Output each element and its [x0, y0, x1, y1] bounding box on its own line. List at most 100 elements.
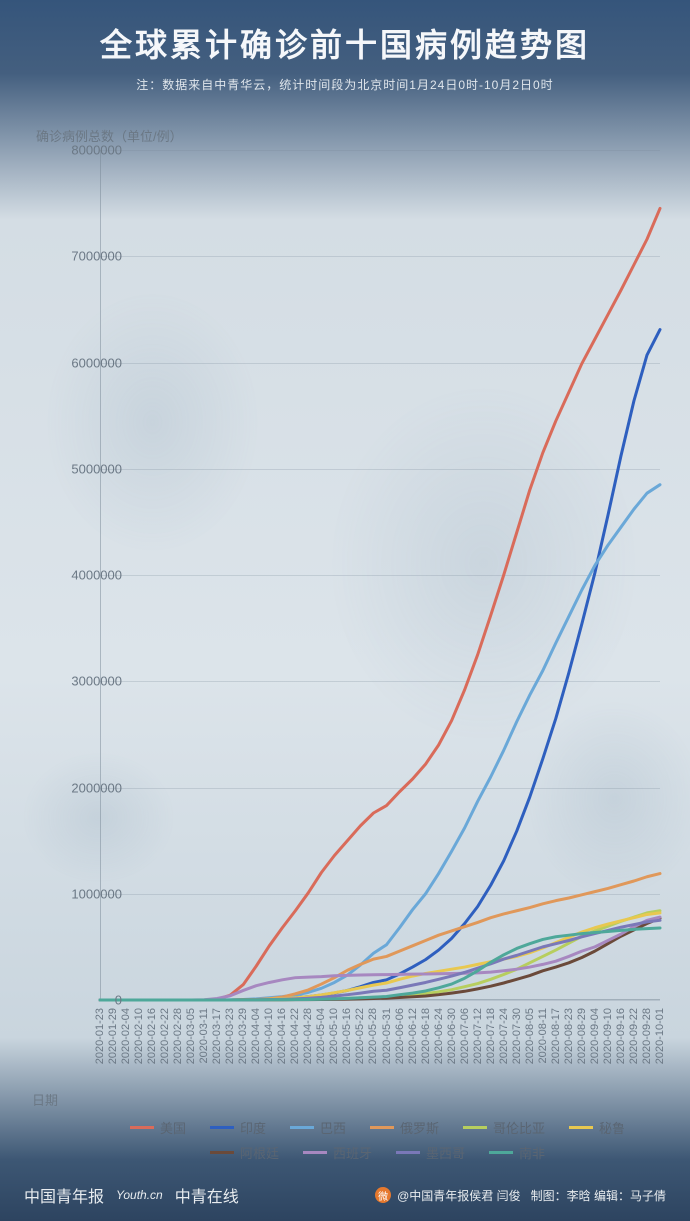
- x-tick-label: 2020-08-17: [550, 1008, 562, 1064]
- x-tick-label: 2020-07-06: [459, 1008, 471, 1064]
- x-tick-label: 2020-02-22: [159, 1008, 171, 1064]
- credit-handle: @中国青年报侯君 闫俊: [397, 1187, 521, 1204]
- x-tick-label: 2020-06-30: [446, 1008, 458, 1064]
- x-tick-label: 2020-05-16: [341, 1008, 353, 1064]
- credit-rest: 制图：李晗 编辑：马子倩: [531, 1187, 666, 1204]
- x-tick-label: 2020-06-18: [420, 1008, 432, 1064]
- x-tick-label: 2020-03-17: [211, 1008, 223, 1064]
- x-tick-label: 2020-03-23: [224, 1008, 236, 1064]
- x-tick-label: 2020-04-16: [276, 1008, 288, 1064]
- logo-youth: Youth.cn: [116, 1188, 163, 1202]
- x-tick-label: 2020-05-31: [381, 1008, 393, 1064]
- legend-label: 南非: [519, 1143, 545, 1162]
- y-tick-label: 7000000: [42, 249, 122, 264]
- x-tick-label: 2020-09-16: [615, 1008, 627, 1064]
- legend-item: 南非: [489, 1143, 545, 1162]
- legend-item: 墨西哥: [396, 1143, 465, 1162]
- legend-swatch: [396, 1151, 420, 1154]
- legend-label: 墨西哥: [426, 1143, 465, 1162]
- x-tick-label: 2020-05-22: [354, 1008, 366, 1064]
- legend-swatch: [210, 1126, 234, 1129]
- y-tick-label: 3000000: [42, 674, 122, 689]
- legend-label: 巴西: [320, 1118, 346, 1137]
- x-tick-label: 2020-06-06: [394, 1008, 406, 1064]
- legend-swatch: [569, 1126, 593, 1129]
- weibo-icon: 微: [375, 1187, 391, 1203]
- x-tick-label: 2020-08-05: [524, 1008, 536, 1064]
- legend-label: 美国: [160, 1118, 186, 1137]
- legend-swatch: [130, 1126, 154, 1129]
- footer: 中国青年报 Youth.cn 中青在线 微 @中国青年报侯君 闫俊 制图：李晗 …: [0, 1183, 690, 1207]
- x-tick-label: 2020-09-22: [628, 1008, 640, 1064]
- x-tick-label: 2020-02-10: [133, 1008, 145, 1064]
- x-tick-label: 2020-07-24: [498, 1008, 510, 1064]
- footer-logos: 中国青年报 Youth.cn 中青在线: [24, 1183, 239, 1207]
- legend-item: 美国: [130, 1118, 186, 1137]
- x-tick-label: 2020-10-01: [654, 1008, 666, 1064]
- header: 全球累计确诊前十国病例趋势图 注：数据来自中青华云，统计时间段为北京时间1月24…: [0, 20, 690, 93]
- x-tick-label: 2020-09-04: [589, 1008, 601, 1064]
- x-tick-label: 2020-05-28: [367, 1008, 379, 1064]
- x-axis-label: 日期: [32, 1090, 58, 1109]
- x-tick-label: 2020-01-23: [94, 1008, 106, 1064]
- x-tick-label: 2020-08-29: [576, 1008, 588, 1064]
- x-tick-label: 2020-03-11: [198, 1008, 210, 1063]
- x-tick-label: 2020-02-16: [146, 1008, 158, 1064]
- legend-swatch: [210, 1151, 234, 1154]
- x-tick-label: 2020-02-04: [120, 1008, 132, 1064]
- x-tick-label: 2020-08-11: [537, 1008, 549, 1063]
- x-tick-label: 2020-09-10: [602, 1008, 614, 1064]
- x-tick-label: 2020-05-10: [328, 1008, 340, 1064]
- x-tick-label: 2020-09-28: [641, 1008, 653, 1064]
- legend-swatch: [463, 1126, 487, 1129]
- legend-item: 阿根廷: [210, 1143, 279, 1162]
- legend-label: 西班牙: [333, 1143, 372, 1162]
- y-tick-label: 6000000: [42, 355, 122, 370]
- series-line: [100, 330, 660, 1000]
- legend-swatch: [290, 1126, 314, 1129]
- y-tick-label: 1000000: [42, 886, 122, 901]
- legend-label: 秘鲁: [599, 1118, 625, 1137]
- legend: 美国 印度 巴西 俄罗斯 哥伦比亚 秘鲁阿根廷 西班牙 墨西哥 南非: [95, 1118, 660, 1162]
- x-tick-label: 2020-04-28: [302, 1008, 314, 1064]
- legend-item: 秘鲁: [569, 1118, 625, 1137]
- legend-swatch: [370, 1126, 394, 1129]
- legend-label: 阿根廷: [240, 1143, 279, 1162]
- legend-label: 俄罗斯: [400, 1118, 439, 1137]
- series-line: [100, 911, 660, 1000]
- chart-title: 全球累计确诊前十国病例趋势图: [0, 20, 690, 66]
- legend-item: 印度: [210, 1118, 266, 1137]
- x-tick-label: 2020-03-05: [185, 1008, 197, 1064]
- y-tick-label: 5000000: [42, 461, 122, 476]
- series-line: [100, 485, 660, 1000]
- x-tick-label: 2020-03-29: [237, 1008, 249, 1064]
- x-tick-label: 2020-02-28: [172, 1008, 184, 1064]
- chart-lines: [100, 150, 660, 1000]
- logo-zhongqing: 中青在线: [175, 1183, 239, 1207]
- x-tick-label: 2020-04-10: [263, 1008, 275, 1064]
- x-tick-label: 2020-04-04: [250, 1008, 262, 1064]
- x-tick-label: 2020-05-04: [315, 1008, 327, 1064]
- footer-credits: 微 @中国青年报侯君 闫俊 制图：李晗 编辑：马子倩: [375, 1187, 666, 1204]
- x-tick-label: 2020-07-12: [472, 1008, 484, 1064]
- x-tick-label: 2020-07-30: [511, 1008, 523, 1064]
- legend-item: 西班牙: [303, 1143, 372, 1162]
- legend-item: 俄罗斯: [370, 1118, 439, 1137]
- legend-swatch: [489, 1151, 513, 1154]
- x-tick-label: 2020-08-23: [563, 1008, 575, 1064]
- legend-item: 哥伦比亚: [463, 1118, 545, 1137]
- x-tick-label: 2020-04-22: [289, 1008, 301, 1064]
- x-tick-label: 2020-06-12: [407, 1008, 419, 1064]
- x-tick-label: 2020-06-24: [433, 1008, 445, 1064]
- y-tick-label: 8000000: [42, 143, 122, 158]
- legend-label: 印度: [240, 1118, 266, 1137]
- y-tick-label: 4000000: [42, 568, 122, 583]
- legend-item: 巴西: [290, 1118, 346, 1137]
- chart-plot-area: [100, 150, 660, 1000]
- chart-subtitle: 注：数据来自中青华云，统计时间段为北京时间1月24日0时-10月2日0时: [0, 76, 690, 93]
- x-tick-label: 2020-07-18: [485, 1008, 497, 1064]
- logo-cyd: 中国青年报: [24, 1183, 104, 1207]
- y-tick-label: 2000000: [42, 780, 122, 795]
- x-tick-label: 2020-01-29: [107, 1008, 119, 1064]
- legend-label: 哥伦比亚: [493, 1118, 545, 1137]
